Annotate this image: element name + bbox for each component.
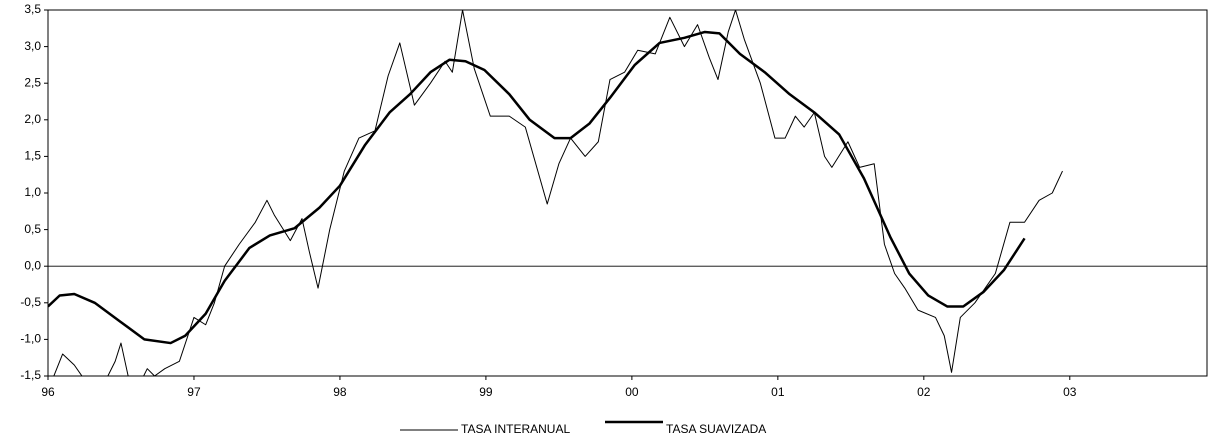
x-tick-label: 98	[333, 385, 347, 399]
x-tick-label: 02	[917, 385, 931, 399]
x-tick-label: 03	[1063, 385, 1077, 399]
y-tick-label: 1,0	[24, 185, 41, 199]
y-tick-label: -0,5	[20, 295, 41, 309]
y-tick-label: 1,5	[24, 149, 41, 163]
y-tick-label: -1,5	[20, 368, 41, 382]
series-line	[48, 30, 1026, 345]
legend-label: TASA INTERANUAL	[461, 422, 570, 436]
y-tick-label: 0,0	[24, 258, 41, 272]
x-tick-label: 96	[41, 385, 55, 399]
y-tick-label: 2,5	[24, 75, 41, 89]
x-tick-label: 01	[771, 385, 785, 399]
series-line	[53, 10, 1063, 376]
y-tick-label: -1,0	[20, 332, 41, 346]
y-tick-label: 2,0	[24, 112, 41, 126]
x-tick-label: 97	[187, 385, 201, 399]
y-tick-label: 3,0	[24, 39, 41, 53]
y-tick-label: 3,5	[24, 2, 41, 16]
y-tick-label: 0,5	[24, 222, 41, 236]
x-tick-label: 99	[479, 385, 493, 399]
x-tick-label: 00	[625, 385, 639, 399]
plot-frame	[47, 9, 1208, 377]
plot-area	[48, 10, 1063, 376]
legend-label: TASA SUAVIZADA	[666, 422, 766, 436]
